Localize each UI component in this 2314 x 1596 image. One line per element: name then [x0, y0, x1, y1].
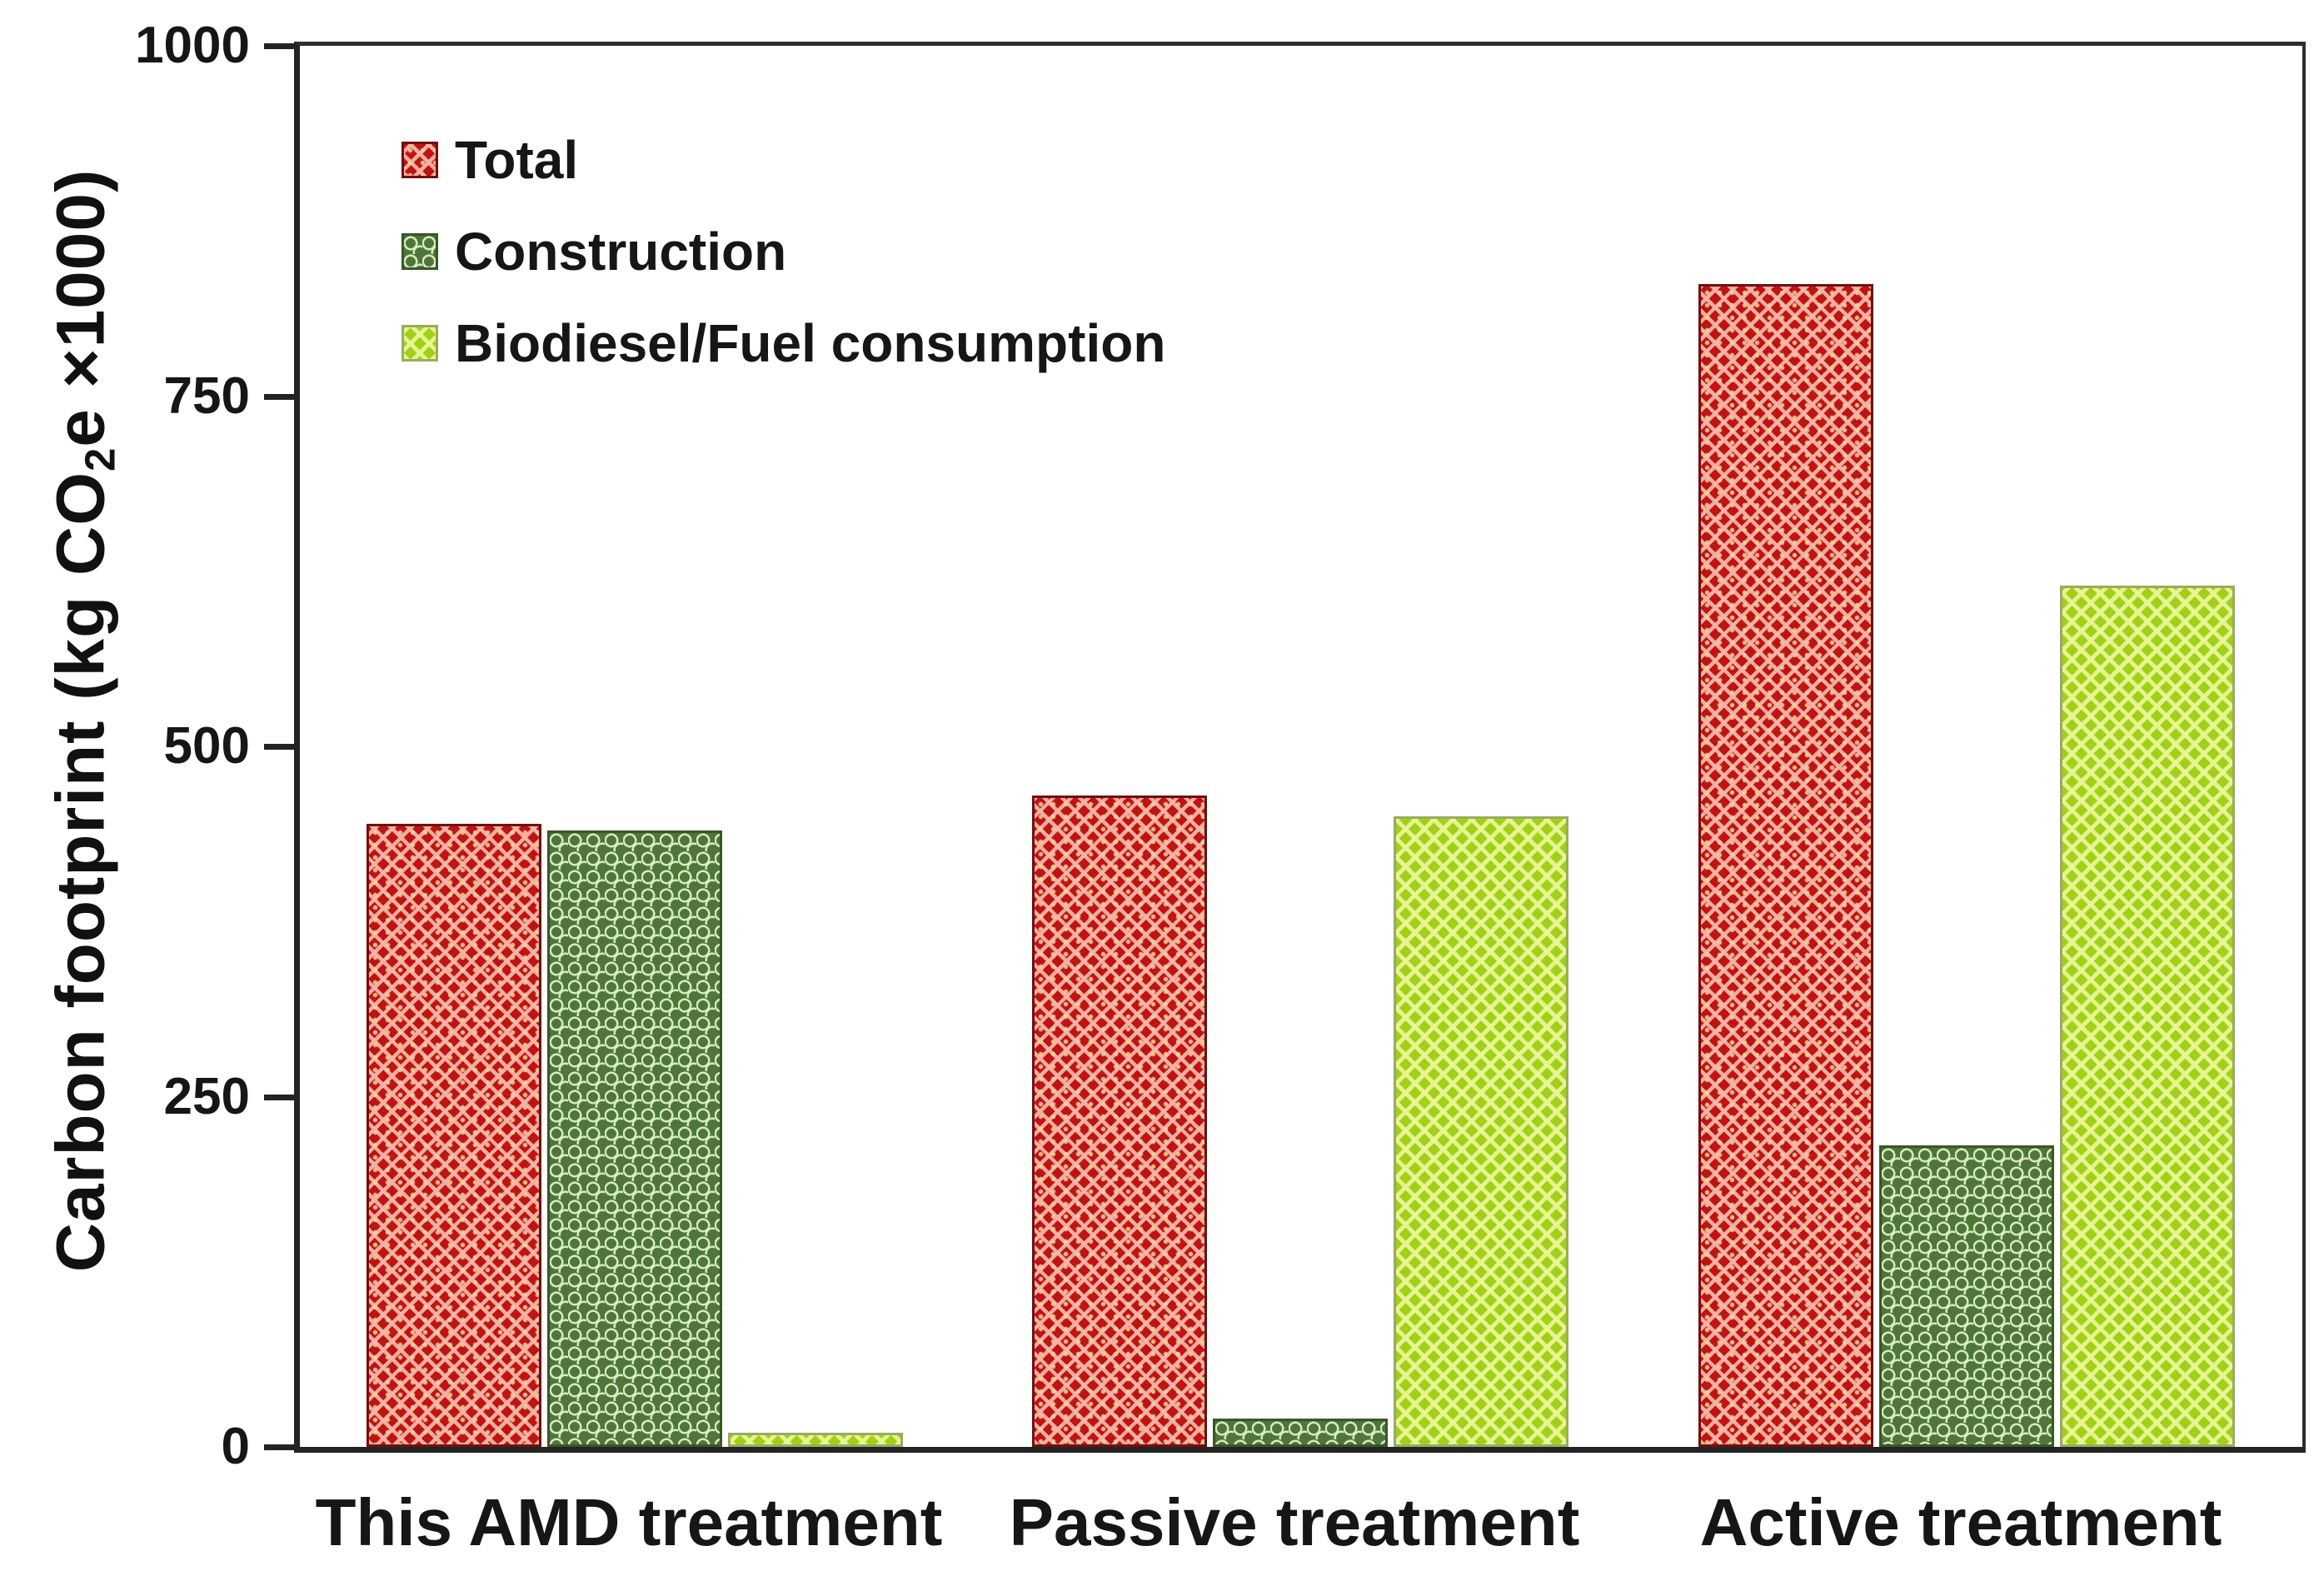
legend-item-biodiesel-fuel-consumption: Biodiesel/Fuel consumption — [401, 297, 1165, 389]
y-axis-tick-label-250: 250 — [163, 1067, 250, 1125]
x-axis-category-label-active-treatment: Active treatment — [1699, 1485, 2222, 1559]
y-axis-tick-250 — [264, 1094, 294, 1100]
legend-swatch-biodiesel-fuel-consumption — [401, 325, 438, 362]
bar-total-active-treatment — [1698, 284, 1873, 1447]
plot-area: Total Construction Biodiesel/Fuel consumpt… — [135, 19, 2306, 1474]
y-axis-tick-label-500: 500 — [163, 717, 250, 775]
legend: Total Construction Biodiesel/Fuel consumpt… — [401, 114, 1165, 389]
bar-biodiesel-fuel-consumption-passive-treatment — [1394, 816, 1568, 1447]
bar-construction-passive-treatment — [1213, 1419, 1388, 1447]
legend-item-total: Total — [401, 114, 1165, 206]
bar-total-this-amd-treatment — [367, 824, 541, 1447]
y-axis-tick-label-1000: 1000 — [135, 17, 250, 74]
bar-biodiesel-fuel-consumption-active-treatment — [2060, 586, 2235, 1447]
y-axis-tick-750 — [264, 393, 294, 400]
legend-label-construction: Construction — [455, 222, 787, 282]
y-axis-tick-500 — [264, 744, 294, 750]
x-axis-category-label-passive-treatment: Passive treatment — [1009, 1485, 1580, 1559]
bar-biodiesel-fuel-consumption-this-amd-treatment — [728, 1433, 903, 1447]
legend-item-construction: Construction — [401, 206, 1165, 297]
legend-swatch-total — [401, 142, 438, 178]
y-axis-title-subscript: 2 — [76, 446, 124, 471]
x-axis-category-label-this-amd-treatment: This AMD treatment — [315, 1485, 943, 1559]
y-axis-tick-1000 — [264, 43, 294, 49]
y-axis-tick-label-750: 750 — [163, 367, 250, 425]
legend-label-biodiesel-fuel-consumption: Biodiesel/Fuel consumption — [455, 313, 1166, 373]
y-axis-tick-0 — [264, 1444, 294, 1450]
bar-total-passive-treatment — [1032, 796, 1207, 1447]
bar-construction-active-treatment — [1879, 1145, 2054, 1447]
y-axis-title-prefix: Carbon footprint (kg CO — [42, 471, 119, 1273]
legend-swatch-construction — [401, 233, 438, 270]
y-axis-tick-label-0: 0 — [221, 1418, 250, 1475]
legend-label-total: Total — [455, 130, 579, 190]
bar-construction-this-amd-treatment — [547, 830, 722, 1447]
